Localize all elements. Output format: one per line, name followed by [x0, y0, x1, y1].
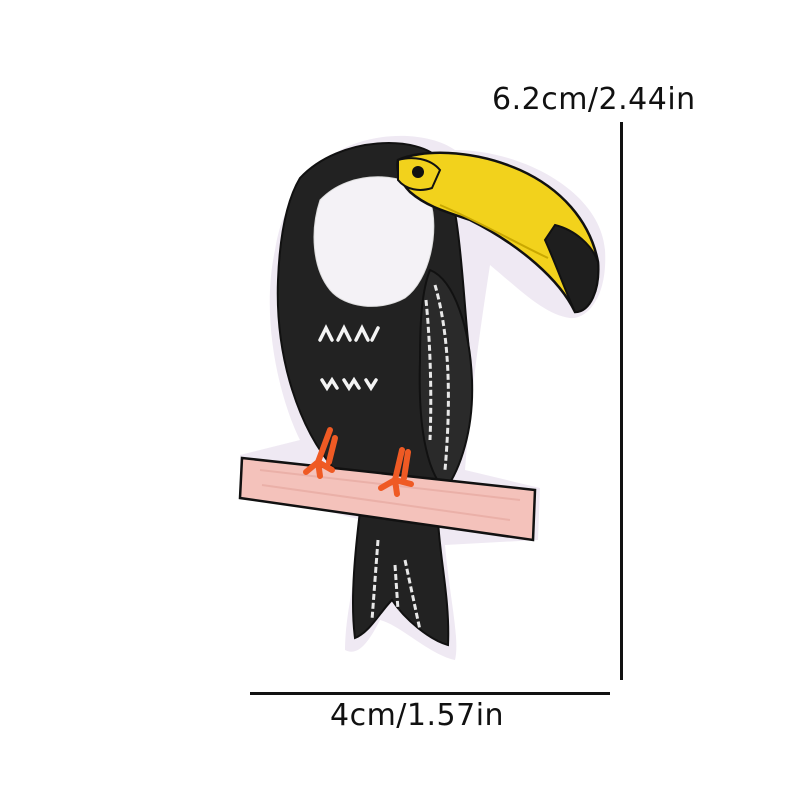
wing-stitch-lines: [424, 284, 450, 471]
width-dimension-line: [250, 692, 610, 695]
height-dimension-line: [620, 122, 623, 680]
chest-stitch-marks: [318, 324, 380, 392]
toucan-eye: [412, 166, 424, 178]
toucan-tail: [351, 493, 450, 647]
width-dimension-label: 4cm/1.57in: [330, 698, 505, 733]
toucan-foot-right: [378, 447, 414, 497]
height-dimension-label: 6.2cm/2.44in: [492, 82, 696, 117]
beak-tip: [543, 223, 600, 314]
branch: [238, 456, 537, 542]
toucan-throat: [313, 176, 435, 307]
toucan-foot-left: [303, 427, 338, 479]
tail-stitch-lines: [370, 539, 422, 631]
beak-lower-line: [439, 204, 549, 259]
